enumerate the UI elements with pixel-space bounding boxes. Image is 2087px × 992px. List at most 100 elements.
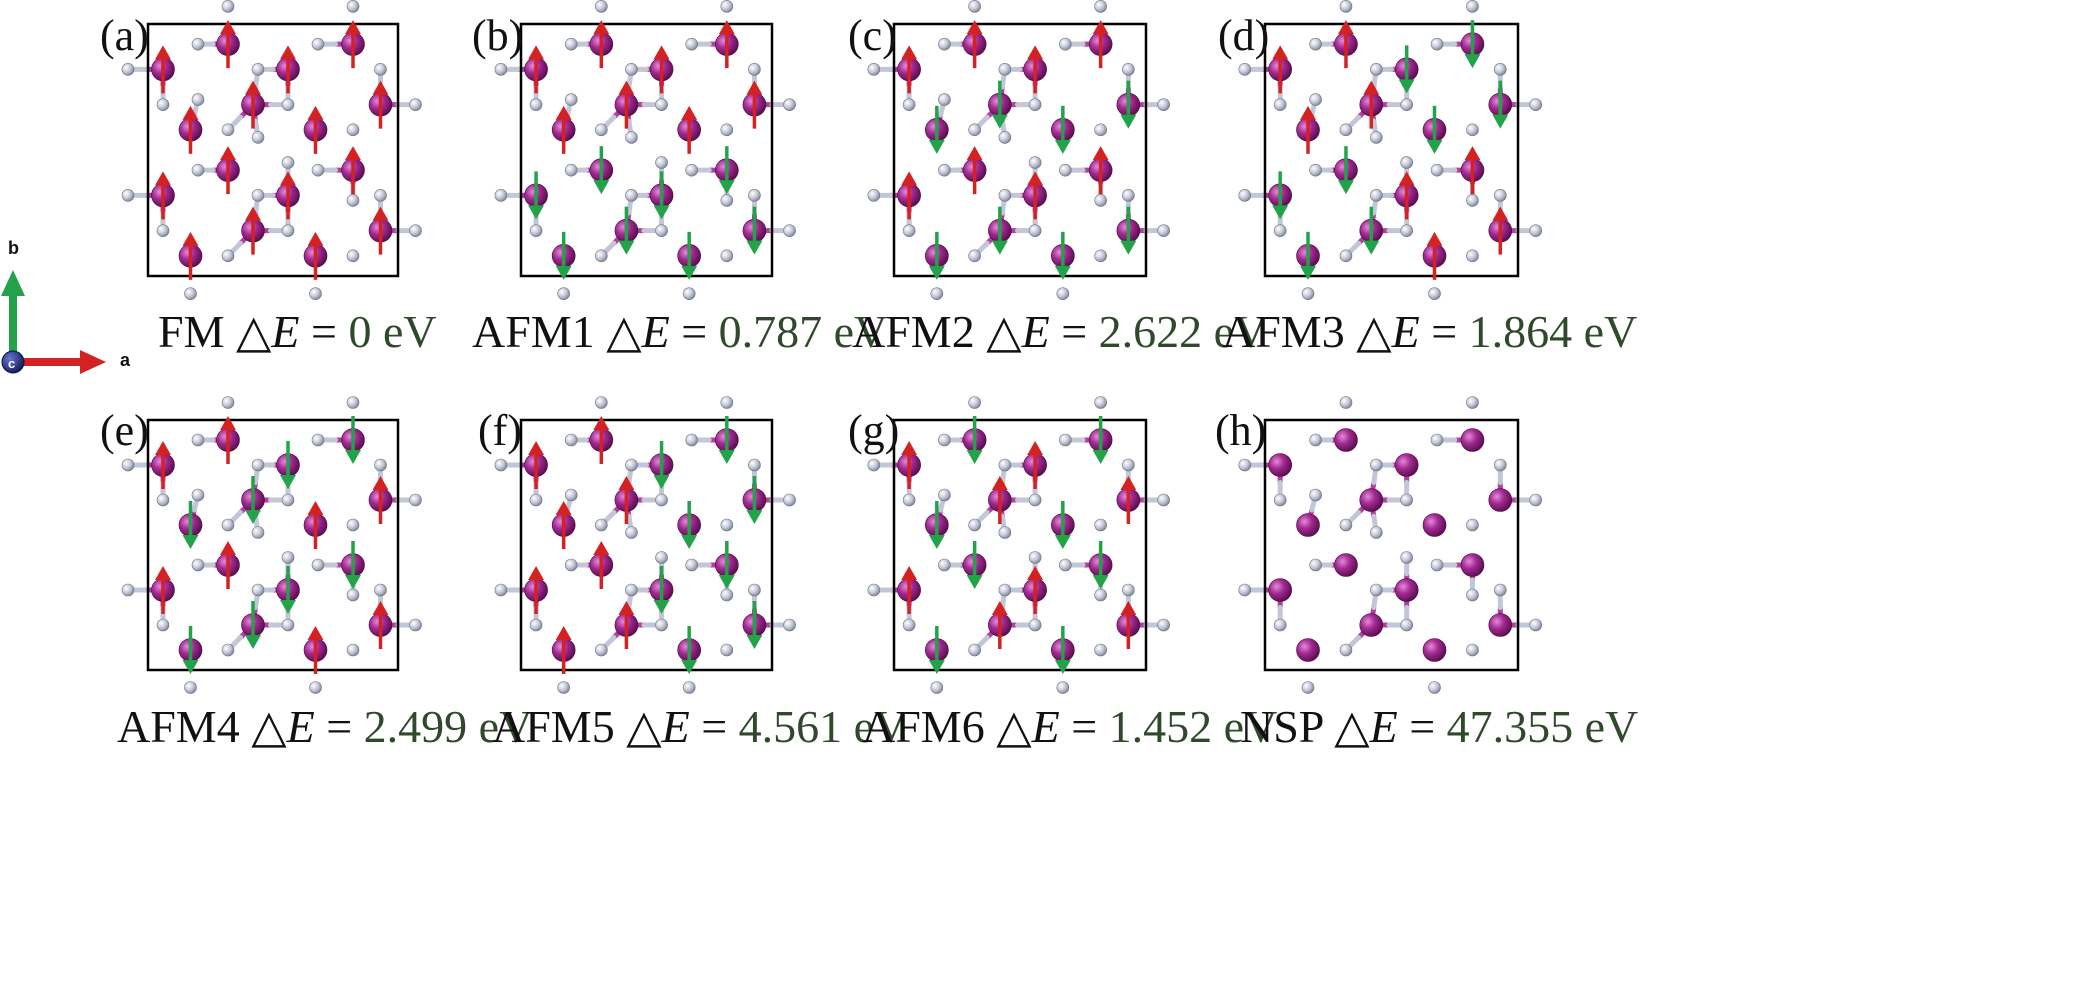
spin-up-arrow bbox=[372, 476, 389, 524]
nonmetal-atom bbox=[685, 433, 698, 447]
nonmetal-atom bbox=[156, 224, 170, 237]
spin-down-arrow bbox=[653, 171, 670, 220]
metal-atom bbox=[1268, 578, 1292, 602]
energy-value: 47.355 eV bbox=[1447, 701, 1639, 752]
spin-down-arrow bbox=[746, 601, 763, 649]
spin-down-arrow bbox=[718, 416, 735, 464]
delta-symbol: △ bbox=[251, 701, 287, 752]
nonmetal-atom bbox=[720, 123, 734, 137]
nonmetal-atom bbox=[625, 526, 638, 539]
nonmetal-atom bbox=[1400, 98, 1413, 111]
spin-up-arrow bbox=[372, 206, 389, 255]
spin-down-arrow bbox=[746, 206, 763, 255]
unit-cell-frame bbox=[1263, 22, 1520, 278]
spin-up-arrow bbox=[245, 206, 261, 255]
nonmetal-atom bbox=[529, 224, 543, 237]
spin-up-arrow bbox=[155, 45, 171, 94]
nonmetal-atom bbox=[191, 37, 205, 51]
nonmetal-atom bbox=[1466, 588, 1479, 602]
nonmetal-atom bbox=[1309, 37, 1322, 51]
nonmetal-atom bbox=[1430, 433, 1444, 447]
nonmetal-atom bbox=[346, 123, 360, 137]
delta-symbol: △ bbox=[626, 701, 662, 752]
c-axis-origin bbox=[1, 350, 25, 374]
nonmetal-atom bbox=[625, 458, 638, 472]
equals-sign: = bbox=[1050, 306, 1099, 357]
nonmetal-atom bbox=[625, 189, 638, 202]
energy-value: 1.452 eV bbox=[1109, 701, 1278, 752]
nonmetal-atom bbox=[968, 0, 981, 13]
nonmetal-atom bbox=[968, 249, 981, 263]
nonmetal-atom bbox=[311, 433, 325, 447]
equals-sign: = bbox=[315, 701, 364, 752]
nonmetal-atom bbox=[1466, 0, 1479, 13]
metal-atom bbox=[1296, 513, 1320, 537]
nonmetal-atom bbox=[1157, 493, 1170, 507]
unit-cell-frame bbox=[1263, 418, 1520, 672]
nonmetal-atom bbox=[902, 224, 916, 237]
nonmetal-atom bbox=[720, 249, 734, 263]
nonmetal-atom bbox=[281, 551, 295, 564]
metal-atom bbox=[1460, 428, 1485, 452]
spin-up-arrow bbox=[528, 45, 545, 94]
nonmetal-atom bbox=[281, 618, 295, 632]
unit-cell-frame bbox=[519, 418, 774, 672]
spin-up-arrow bbox=[1092, 146, 1109, 195]
nonmetal-atom bbox=[1301, 681, 1315, 694]
nonmetal-atom bbox=[1157, 98, 1170, 111]
nonmetal-atom bbox=[564, 37, 578, 51]
nonmetal-atom bbox=[998, 458, 1012, 472]
spin-down-arrow bbox=[1092, 416, 1109, 464]
nonmetal-atom bbox=[374, 458, 387, 472]
spin-down-arrow bbox=[555, 231, 572, 280]
nonmetal-atom bbox=[595, 643, 608, 657]
spin-up-arrow bbox=[220, 146, 236, 195]
nonmetal-atom bbox=[1339, 643, 1353, 657]
unit-cell-frame bbox=[146, 22, 400, 278]
nonmetal-atom bbox=[1028, 551, 1042, 564]
nonmetal-atom bbox=[867, 458, 881, 472]
nonmetal-atom bbox=[1493, 189, 1507, 202]
c-axis-label: c bbox=[8, 356, 15, 371]
nonmetal-atom bbox=[1428, 287, 1441, 300]
metal-atom bbox=[1334, 553, 1358, 577]
nonmetal-atom bbox=[783, 98, 796, 111]
spin-down-arrow bbox=[1398, 45, 1415, 94]
spin-down-arrow bbox=[1054, 231, 1071, 280]
spin-up-arrow bbox=[155, 566, 171, 614]
nonmetal-atom bbox=[1094, 643, 1107, 657]
nonmetal-atom bbox=[1094, 249, 1107, 263]
nonmetal-atom bbox=[867, 189, 881, 202]
nonmetal-atom bbox=[1529, 224, 1543, 237]
spin-down-arrow bbox=[991, 206, 1008, 255]
nonmetal-atom bbox=[121, 189, 135, 202]
nonmetal-atom bbox=[968, 396, 981, 409]
nonmetal-atom bbox=[1059, 558, 1072, 572]
nonmetal-atom bbox=[720, 643, 734, 657]
nonmetal-atom bbox=[564, 558, 578, 572]
spin-down-arrow bbox=[653, 566, 670, 614]
nonmetal-atom bbox=[930, 287, 944, 300]
nonmetal-atom bbox=[557, 681, 570, 694]
nonmetal-atom bbox=[346, 194, 360, 207]
nonmetal-atom bbox=[1028, 156, 1042, 169]
nonmetal-atom bbox=[1122, 63, 1135, 76]
nonmetal-atom bbox=[251, 526, 265, 539]
lattice-axes-indicator: b a c bbox=[1, 238, 131, 374]
spin-up-arrow bbox=[991, 601, 1008, 649]
config-name: NSP bbox=[1240, 701, 1334, 752]
spin-down-arrow bbox=[618, 206, 635, 255]
spin-down-arrow bbox=[991, 80, 1008, 129]
nonmetal-atom bbox=[1430, 558, 1444, 572]
nonmetal-atom bbox=[867, 583, 881, 597]
energy-value: 4.561 eV bbox=[739, 701, 908, 752]
metal-atom bbox=[1296, 638, 1320, 662]
metal-atom bbox=[1394, 453, 1419, 477]
a-axis-arrowhead bbox=[80, 350, 106, 374]
metal-atom bbox=[1394, 578, 1419, 602]
nonmetal-atom bbox=[374, 63, 387, 76]
spin-up-arrow bbox=[1492, 206, 1509, 255]
nonmetal-atom bbox=[1157, 618, 1170, 632]
nonmetal-atom bbox=[1370, 63, 1383, 76]
